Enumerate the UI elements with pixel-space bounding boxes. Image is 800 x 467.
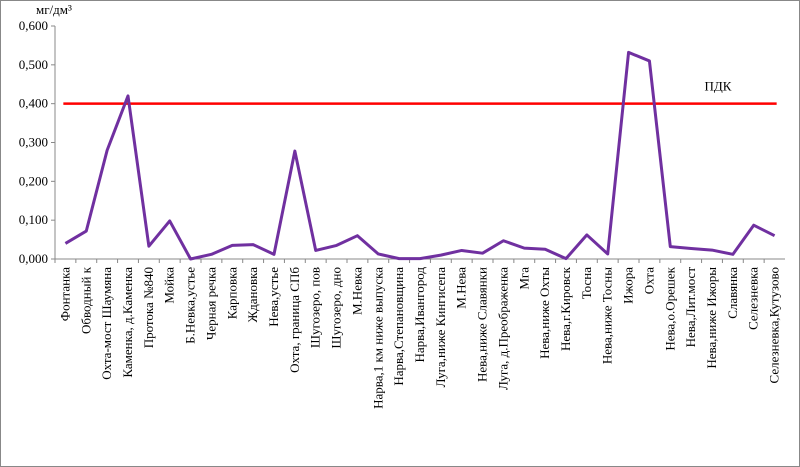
threshold-label: ПДК bbox=[705, 79, 732, 94]
y-axis-label: мг/дм³ bbox=[36, 2, 72, 17]
x-tick-label: Луга, д.Преображенка bbox=[495, 267, 510, 390]
x-tick-label: Охта-мост Шаумяна bbox=[99, 267, 114, 380]
x-tick-label: Нева,г.Кировск bbox=[558, 266, 573, 351]
y-tick-label: 0,400 bbox=[19, 96, 48, 111]
x-tick-label: Мга bbox=[516, 267, 531, 290]
x-tick-label: Селезневка bbox=[746, 267, 761, 330]
y-tick-label: 0,600 bbox=[19, 18, 48, 33]
x-tick-label: Охта, граница СПб bbox=[287, 267, 302, 373]
x-tick-label: Шугозеро, дно bbox=[329, 267, 344, 349]
x-tick-label: Нева,ниже Ижоры bbox=[704, 267, 719, 369]
x-tick-label: Нева,ниже Охты bbox=[537, 267, 552, 359]
x-tick-label: Нева,о.Орешек bbox=[662, 266, 677, 350]
y-tick-label: 0,100 bbox=[19, 212, 48, 227]
x-tick-label: Шугозеро, пов bbox=[308, 267, 323, 348]
x-tick-label: Нарва,Степановщина bbox=[391, 267, 406, 386]
x-tick-label: Мойка bbox=[162, 267, 177, 304]
y-tick-label: 0,200 bbox=[19, 173, 48, 188]
x-tick-label: Обводный к bbox=[78, 266, 93, 334]
x-tick-label: Нарва,1 км ниже выпуска bbox=[370, 267, 385, 409]
x-tick-label: Б.Невка,устье bbox=[183, 267, 198, 344]
x-tick-label: Ждановка bbox=[245, 267, 260, 323]
x-tick-label: Нева,ниже Тосны bbox=[600, 267, 615, 364]
x-tick-label: Нева,Лит.мост bbox=[683, 267, 698, 348]
y-tick-label: 0,500 bbox=[19, 57, 48, 72]
x-tick-label: Протока №840 bbox=[141, 267, 156, 348]
x-tick-label: Славянка bbox=[725, 267, 740, 319]
x-tick-label: Нева,ниже Славянки bbox=[475, 267, 490, 382]
x-tick-label: Карповка bbox=[224, 267, 239, 319]
x-tick-label: Селезневка,Кутузово bbox=[767, 267, 782, 383]
x-tick-label: Ижора bbox=[621, 267, 636, 304]
x-tick-label: Фонтанка bbox=[57, 267, 72, 321]
y-tick-label: 0,300 bbox=[19, 135, 48, 150]
x-tick-label: М.Невка bbox=[349, 267, 364, 315]
x-tick-label: Охта bbox=[641, 267, 656, 294]
x-tick-label: Луга,ниже Кингисепа bbox=[433, 267, 448, 388]
x-tick-label: Нева,устье bbox=[266, 267, 281, 327]
y-tick-label: 0,000 bbox=[19, 251, 48, 266]
x-tick-label: Каменка, д.Каменка bbox=[120, 267, 135, 378]
data-line bbox=[64, 50, 776, 261]
x-tick-label: Черная речка bbox=[203, 267, 218, 340]
x-tick-label: Тосна bbox=[579, 267, 594, 300]
x-tick-label: Нарва,Ивангород bbox=[412, 267, 427, 363]
x-tick-label: М.Нева bbox=[454, 267, 469, 309]
